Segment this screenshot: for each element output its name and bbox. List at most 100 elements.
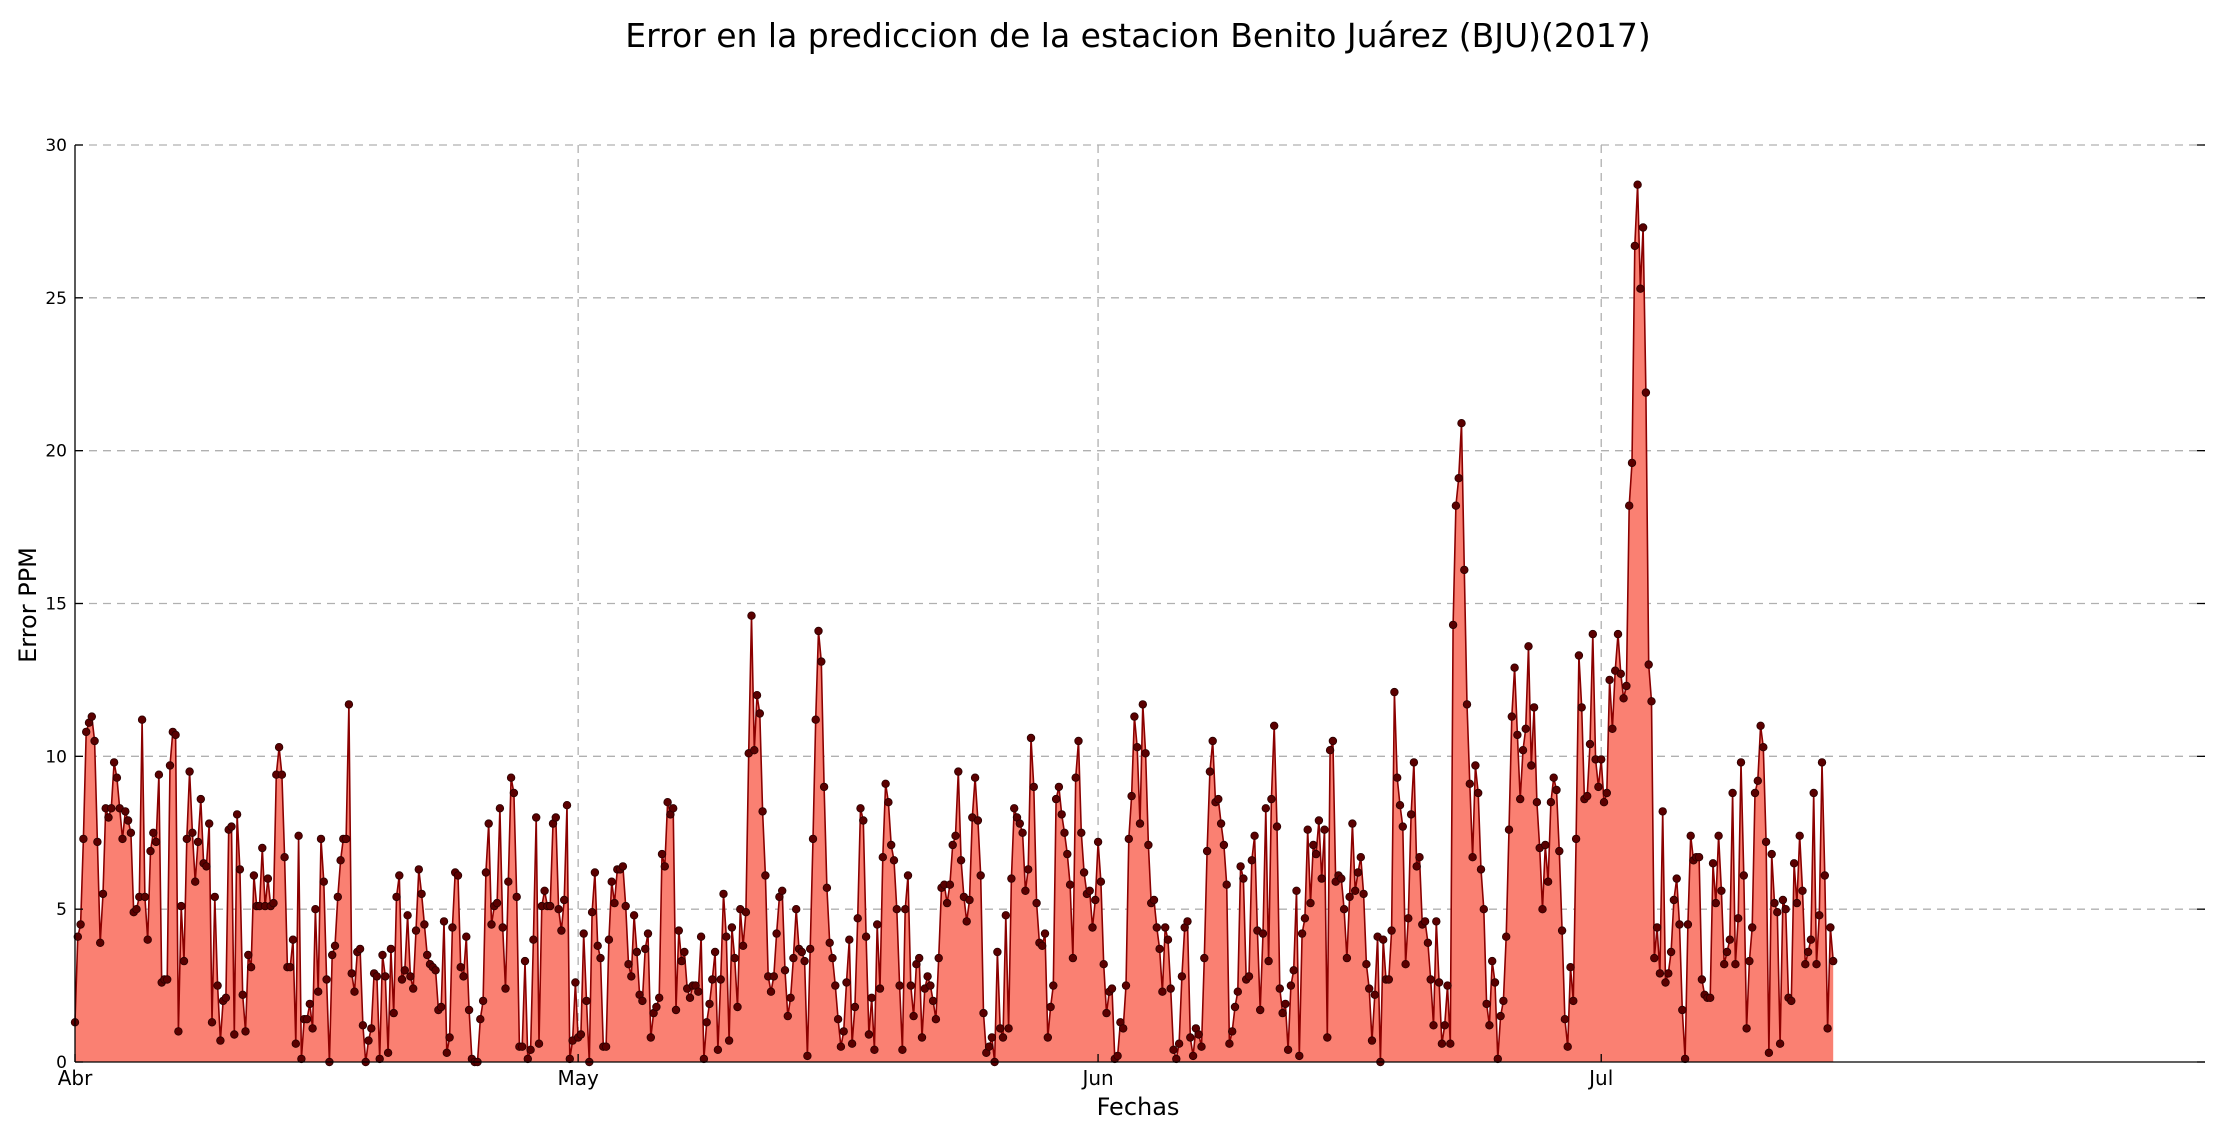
- data-point: [610, 898, 619, 908]
- y-tick-label: 20: [45, 442, 67, 462]
- data-point: [1135, 819, 1145, 828]
- data-point: [1678, 1005, 1687, 1015]
- data-point: [1761, 837, 1771, 847]
- data-point: [926, 981, 935, 990]
- data-point: [1099, 960, 1108, 969]
- data-point: [1040, 929, 1050, 938]
- data-point: [121, 807, 130, 816]
- data-point: [344, 700, 354, 709]
- data-point: [190, 877, 200, 886]
- data-point: [1809, 788, 1818, 798]
- data-point: [227, 822, 236, 831]
- data-point: [1560, 1015, 1570, 1024]
- data-point: [898, 1045, 907, 1054]
- chart-title: Error en la prediccion de la estacion Be…: [625, 16, 1650, 55]
- data-point: [1364, 984, 1374, 993]
- data-point: [143, 935, 152, 944]
- data-point: [766, 987, 776, 996]
- data-point: [1789, 859, 1799, 868]
- data-point: [808, 834, 818, 844]
- data-point: [358, 1021, 368, 1030]
- data-point: [887, 840, 896, 850]
- data-point: [1323, 1033, 1332, 1042]
- data-point: [1594, 782, 1603, 792]
- data-point: [962, 917, 971, 926]
- data-point: [984, 1042, 994, 1051]
- data-point: [456, 963, 465, 972]
- data-point: [478, 996, 488, 1006]
- data-point: [1063, 849, 1072, 859]
- data-point: [945, 880, 955, 889]
- data-point: [280, 853, 289, 862]
- data-point: [847, 1039, 857, 1048]
- data-point: [1214, 794, 1223, 804]
- data-point: [621, 901, 630, 911]
- data-point: [1496, 1011, 1505, 1021]
- data-point: [1300, 914, 1310, 923]
- y-tick-label: 10: [45, 747, 67, 767]
- data-point: [1574, 651, 1584, 660]
- data-point: [643, 929, 653, 938]
- data-point: [1549, 773, 1558, 782]
- data-point: [657, 849, 667, 859]
- data-point: [1742, 1024, 1751, 1033]
- data-point: [629, 911, 639, 920]
- data-point: [411, 926, 421, 935]
- data-point: [1239, 874, 1248, 883]
- data-point: [1823, 1024, 1832, 1033]
- data-point: [1149, 895, 1159, 905]
- data-point: [112, 773, 122, 782]
- data-point: [954, 767, 963, 776]
- data-point: [1552, 785, 1561, 795]
- data-point: [1644, 660, 1653, 669]
- data-point: [1446, 1039, 1455, 1048]
- data-point: [1309, 840, 1318, 850]
- data-point: [928, 996, 938, 1006]
- data-point: [1569, 996, 1578, 1006]
- data-point: [518, 1042, 527, 1051]
- data-point: [680, 947, 689, 957]
- data-point: [481, 868, 491, 877]
- data-point: [819, 782, 829, 792]
- data-point: [1686, 831, 1695, 840]
- data-point: [314, 987, 323, 996]
- data-point: [873, 920, 882, 929]
- data-point: [534, 1039, 544, 1048]
- data-point: [1037, 941, 1047, 950]
- data-point: [705, 999, 714, 1009]
- data-point: [1753, 776, 1762, 785]
- data-point: [104, 813, 113, 822]
- data-point: [1443, 981, 1452, 990]
- data-point: [1513, 730, 1522, 740]
- data-point: [1088, 923, 1097, 932]
- data-point: [540, 886, 549, 895]
- data-point: [1021, 886, 1030, 895]
- data-point: [484, 819, 493, 828]
- data-point: [786, 993, 795, 1002]
- data-point: [336, 856, 345, 865]
- data-point: [1722, 947, 1732, 957]
- data-point: [660, 862, 669, 871]
- data-point: [246, 963, 256, 972]
- data-point: [1490, 978, 1500, 987]
- data-point: [1401, 960, 1410, 969]
- data-point: [1507, 712, 1516, 721]
- data-point: [652, 1002, 661, 1012]
- data-point: [1032, 898, 1041, 908]
- data-point: [1264, 956, 1273, 966]
- data-point: [258, 843, 267, 853]
- data-point: [1798, 886, 1807, 895]
- data-point: [95, 938, 105, 947]
- data-point: [752, 691, 762, 700]
- data-point: [685, 993, 695, 1002]
- data-point: [587, 908, 597, 917]
- data-point: [1664, 969, 1673, 978]
- data-point: [176, 901, 186, 911]
- data-point: [1613, 629, 1623, 639]
- data-point: [364, 1036, 373, 1045]
- data-point: [1585, 739, 1595, 749]
- data-point: [1731, 960, 1740, 969]
- data-point: [1767, 849, 1776, 859]
- data-point: [1658, 807, 1667, 816]
- data-point: [624, 960, 633, 969]
